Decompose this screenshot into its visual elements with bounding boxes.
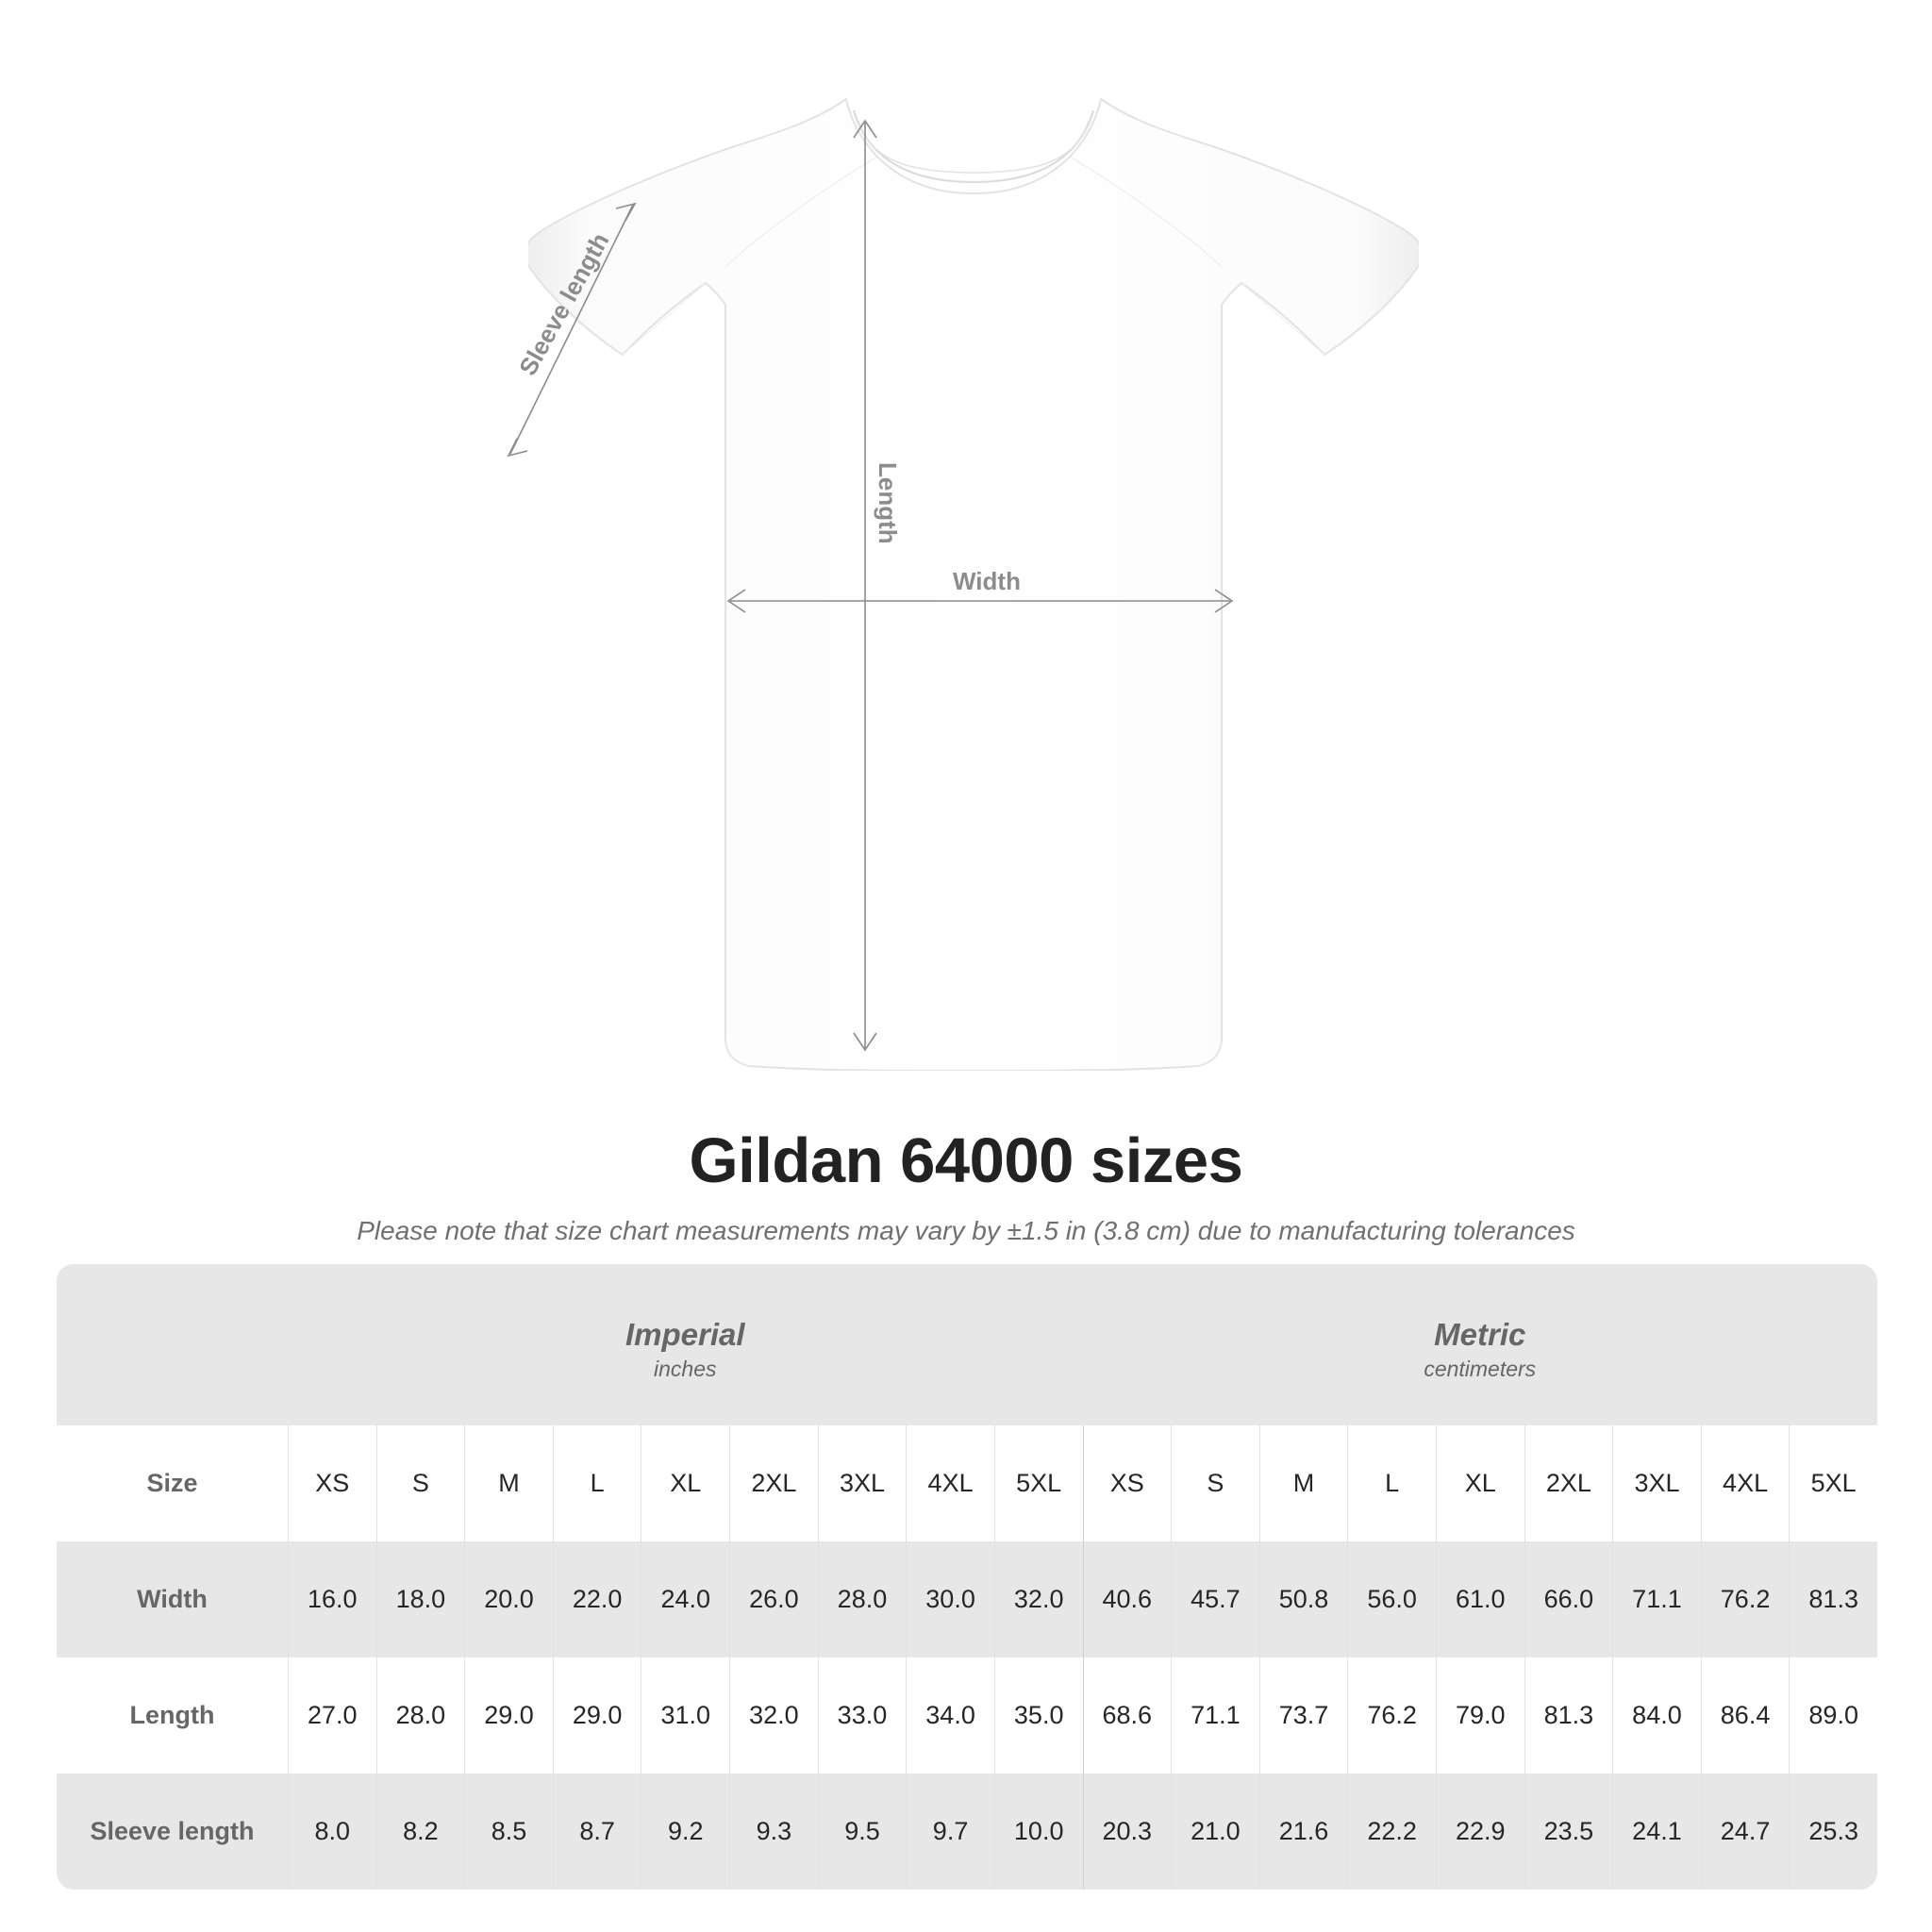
svg-text:Sleeve length: Sleeve length — [513, 228, 615, 380]
svg-text:Length: Length — [874, 462, 902, 544]
svg-text:Width: Width — [953, 567, 1021, 595]
